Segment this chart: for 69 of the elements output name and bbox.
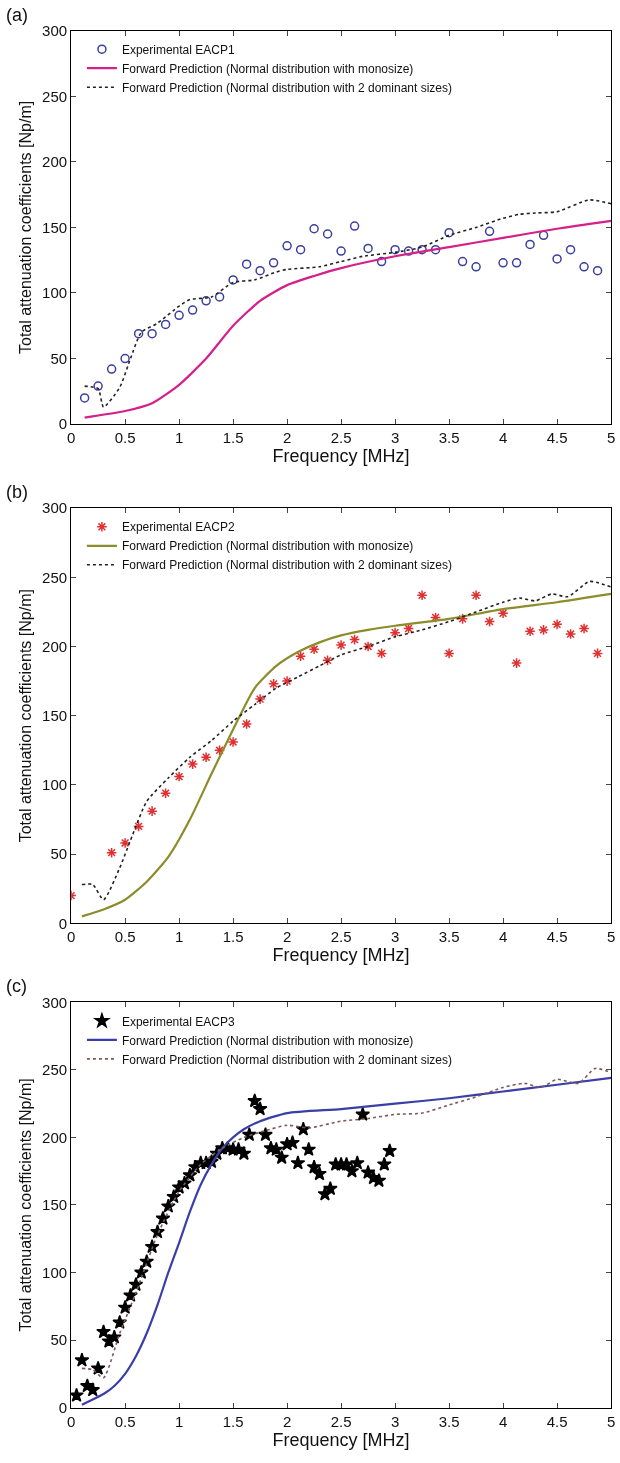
x-tick-label: 3.5 — [438, 429, 460, 447]
chart-title: (b) — [6, 482, 28, 502]
y-tick-label: 150 — [42, 1196, 68, 1214]
y-tick-label: 150 — [42, 218, 68, 236]
y-tick-label: 250 — [42, 568, 68, 586]
legend-label: Forward Prediction (Normal distribution with 2 dominant sizes) — [121, 558, 453, 573]
legend-label: Forward Prediction (Normal distribution with monosize) — [121, 1033, 414, 1048]
chart-title: (a) — [6, 5, 28, 25]
chart-title: (c) — [6, 976, 27, 996]
y-tick-label: 100 — [42, 776, 68, 794]
x-tick-label: 5 — [606, 1412, 616, 1430]
x-tick-label: 1.5 — [222, 429, 244, 447]
x-tick-label: 3 — [390, 429, 400, 447]
legend-label: Experimental EACP2 — [121, 520, 235, 535]
x-tick-label: 3.5 — [438, 928, 460, 946]
x-tick-label: 1 — [174, 429, 184, 447]
legend-label: Forward Prediction (Normal distribution with monosize) — [121, 539, 414, 554]
y-tick-label: 200 — [42, 637, 68, 655]
x-axis-title: Frequency [MHz] — [272, 1429, 410, 1450]
legend-label: Forward Prediction (Normal distribution with 2 dominant sizes) — [121, 80, 453, 95]
y-tick-label: 150 — [42, 706, 68, 724]
x-tick-label: 1.5 — [222, 928, 244, 946]
x-axis-title: Frequency [MHz] — [272, 446, 410, 467]
x-tick-label: 2 — [282, 928, 292, 946]
x-tick-label: 3.5 — [438, 1412, 460, 1430]
y-tick-label: 50 — [50, 845, 68, 863]
x-tick-label: 3 — [390, 1412, 400, 1430]
legend-label: Forward Prediction (Normal distribution with 2 dominant sizes) — [121, 1052, 453, 1067]
y-tick-label: 200 — [42, 153, 68, 171]
y-tick-label: 300 — [42, 21, 68, 39]
x-tick-label: 2.5 — [330, 928, 352, 946]
x-axis-title: Frequency [MHz] — [272, 945, 410, 966]
y-tick-label: 0 — [58, 914, 68, 932]
x-tick-label: 2.5 — [330, 1412, 352, 1430]
x-tick-label: 4 — [498, 928, 508, 946]
x-tick-label: 1 — [174, 928, 184, 946]
y-tick-label: 250 — [42, 87, 68, 105]
legend-label: Experimental EACP3 — [121, 1014, 235, 1029]
y-tick-label: 300 — [42, 993, 68, 1011]
y-tick-label: 250 — [42, 1061, 68, 1079]
x-tick-label: 1 — [174, 1412, 184, 1430]
x-tick-label: 0.5 — [114, 928, 136, 946]
y-tick-label: 50 — [50, 1331, 68, 1349]
y-axis-title: Total attenuation coefficients [Np/m] — [16, 1078, 34, 1332]
y-tick-label: 100 — [42, 284, 68, 302]
x-tick-label: 2.5 — [330, 429, 352, 447]
x-tick-label: 4.5 — [546, 429, 568, 447]
legend-label: Forward Prediction (Normal distribution with monosize) — [121, 61, 414, 76]
x-tick-label: 5 — [606, 928, 616, 946]
x-tick-label: 3 — [390, 928, 400, 946]
y-axis-title: Total attenuation coefficients [Np/m] — [16, 589, 34, 843]
x-tick-label: 0.5 — [114, 429, 136, 447]
x-tick-label: 0.5 — [114, 1412, 136, 1430]
x-tick-label: 4.5 — [546, 1412, 568, 1430]
y-tick-label: 0 — [58, 415, 68, 433]
y-tick-label: 300 — [42, 499, 68, 517]
x-tick-label: 4 — [498, 1412, 508, 1430]
x-tick-label: 1.5 — [222, 1412, 244, 1430]
legend-label: Experimental EACP1 — [121, 42, 235, 57]
x-tick-label: 2 — [282, 1412, 292, 1430]
x-tick-label: 4.5 — [546, 928, 568, 946]
y-tick-label: 50 — [50, 349, 68, 367]
y-axis-title: Total attenuation coefficients [Np/m] — [16, 100, 34, 355]
y-tick-label: 100 — [42, 1263, 68, 1281]
x-tick-label: 4 — [498, 429, 508, 447]
y-tick-label: 0 — [58, 1398, 68, 1416]
x-tick-label: 2 — [282, 429, 292, 447]
x-tick-label: 5 — [606, 429, 616, 447]
y-tick-label: 200 — [42, 1128, 68, 1146]
